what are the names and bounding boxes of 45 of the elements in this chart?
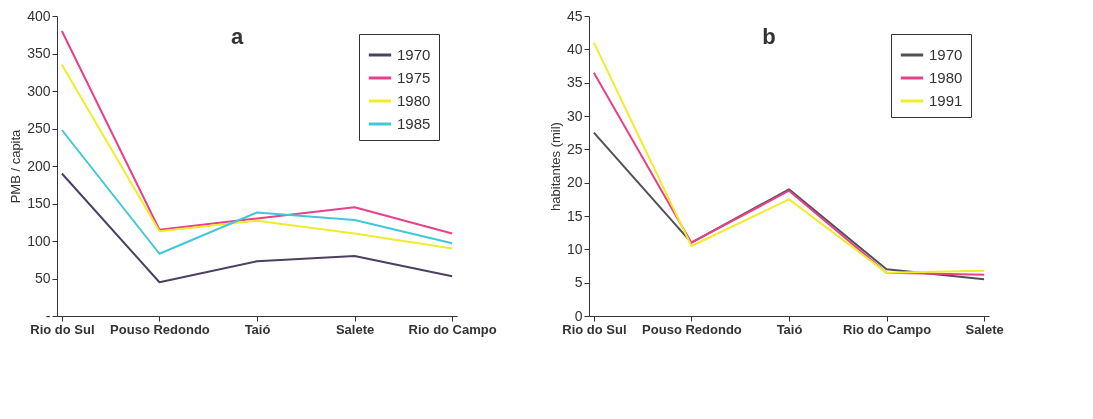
y-tick-label: 100 (27, 232, 51, 249)
legend-label: 1975 (397, 69, 431, 86)
line-series (60, 63, 454, 250)
y-tick-label: 50 (34, 270, 51, 286)
line-series (592, 131, 986, 281)
legend-label: 1970 (929, 46, 963, 63)
x-tick-label: Salete (965, 321, 1004, 337)
y-tick-label: 400 (27, 7, 51, 24)
y-tick-label: 10 (566, 240, 583, 257)
x-tick-label: Pouso Redondo (642, 321, 742, 337)
y-tick-label: 40 (566, 40, 583, 57)
y-tick-label: 45 (566, 7, 583, 24)
y-tick-label: 150 (27, 195, 51, 211)
y-tick-label: 5 (574, 274, 583, 291)
legend-label: 1980 (929, 69, 963, 86)
legend-label: 1985 (397, 115, 431, 132)
chart-title: b (762, 24, 776, 49)
y-tick-label: 35 (566, 74, 583, 91)
line-series (60, 172, 454, 284)
y-axis-title: PMB / capita (8, 128, 24, 204)
y-tick-label: 250 (27, 120, 51, 136)
chart-title: a (230, 24, 244, 49)
y-tick-label: 300 (27, 82, 51, 99)
legend-label: 1980 (397, 92, 431, 109)
x-tick-label: Salete (335, 321, 375, 337)
y-axis-title: habitantes (mil) (547, 122, 563, 211)
x-tick-label: Taió (244, 321, 271, 337)
x-tick-label: Rio do Campo (843, 321, 932, 337)
x-tick-label: Pouso Redondo (110, 321, 210, 337)
y-tick-label: 20 (566, 174, 583, 191)
y-tick-label: - (45, 307, 51, 324)
y-tick-label: 25 (566, 140, 583, 157)
y-tick-label: 350 (27, 45, 51, 61)
legend-label: 1970 (397, 46, 431, 63)
x-tick-label: Taió (776, 321, 803, 337)
line-series (60, 30, 454, 235)
y-tick-label: 15 (566, 207, 583, 224)
y-tick-label: 0 (574, 307, 583, 324)
line-series (60, 129, 454, 255)
y-tick-label: 30 (566, 107, 583, 124)
x-tick-label: Rio do Sul (562, 321, 627, 337)
x-tick-label: Rio do Campo (408, 321, 497, 337)
y-tick-label: 200 (27, 157, 51, 174)
x-tick-label: Rio do Sul (30, 321, 95, 337)
legend-label: 1991 (929, 92, 963, 109)
